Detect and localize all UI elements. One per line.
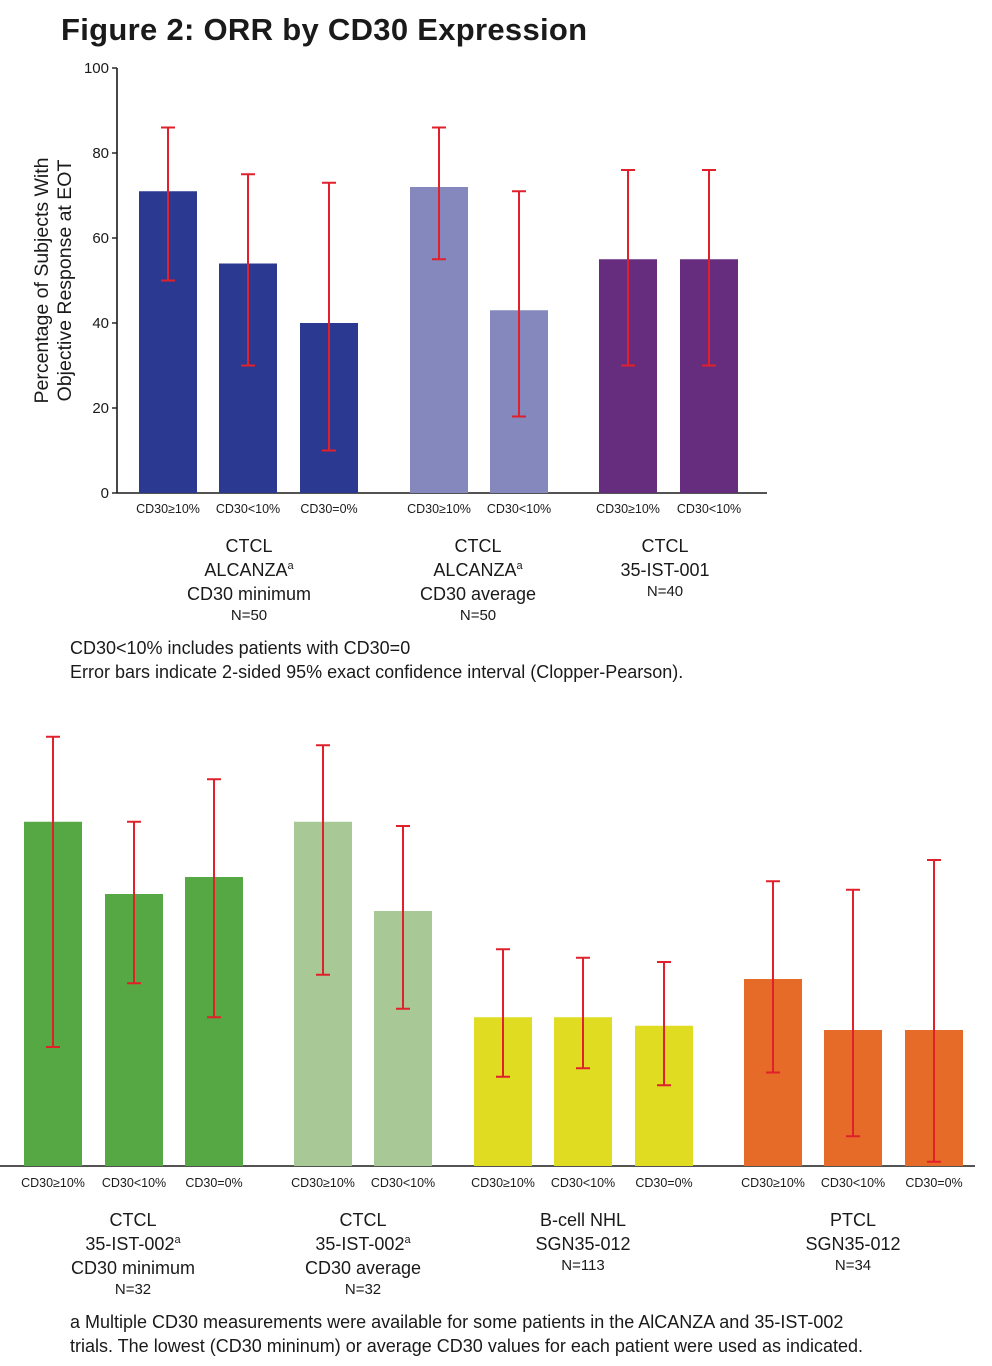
group-n-label: N=50 bbox=[231, 607, 267, 624]
footnote-line-2: trials. The lowest (CD30 mininum) or ave… bbox=[70, 1336, 864, 1356]
group-label: B-cell NHL bbox=[540, 1210, 626, 1230]
group-label: CD30 minimum bbox=[71, 1258, 195, 1278]
group-n-label: N=32 bbox=[345, 1281, 381, 1298]
superscript-a: a bbox=[516, 560, 523, 572]
group-n-label: N=34 bbox=[835, 1257, 871, 1274]
group-label: 35-IST-002a bbox=[85, 1234, 181, 1254]
group-label: ALCANZAa bbox=[433, 560, 523, 580]
y-tick-label: 100 bbox=[84, 60, 109, 77]
category-label: CD30<10% bbox=[487, 502, 551, 516]
category-label: CD30≥10% bbox=[741, 1176, 805, 1190]
category-label: CD30<10% bbox=[371, 1176, 435, 1190]
group-n-label: N=32 bbox=[115, 1281, 151, 1298]
group-label: 35-IST-001 bbox=[620, 560, 709, 580]
group-n-label: N=50 bbox=[460, 607, 496, 624]
category-label: CD30=0% bbox=[635, 1176, 692, 1190]
y-tick-label: 20 bbox=[92, 400, 109, 417]
bottom-panel: CD30≥10% CD30<10% CD30=0% CTCL 35-IST-002a CD… bbox=[0, 735, 975, 1298]
category-label: CD30≥10% bbox=[136, 502, 200, 516]
group-n-label: N=113 bbox=[561, 1257, 605, 1274]
category-label: CD30≥10% bbox=[291, 1176, 355, 1190]
category-label: CD30=0% bbox=[185, 1176, 242, 1190]
chart-title: Figure 2: ORR by CD30 Expression bbox=[61, 12, 588, 47]
category-label: CD30<10% bbox=[216, 502, 280, 516]
category-label: CD30<10% bbox=[677, 502, 741, 516]
group-label: CD30 average bbox=[420, 584, 536, 604]
group-label: CTCL bbox=[225, 536, 272, 556]
group-label: PTCL bbox=[830, 1210, 876, 1230]
category-label: CD30=0% bbox=[300, 502, 357, 516]
category-label: CD30<10% bbox=[102, 1176, 166, 1190]
category-label: CD30≥10% bbox=[407, 502, 471, 516]
category-label: CD30≥10% bbox=[471, 1176, 535, 1190]
group-label: SGN35-012 bbox=[535, 1234, 630, 1254]
superscript-a: a bbox=[404, 1234, 411, 1246]
group-label: CTCL bbox=[454, 536, 501, 556]
group-label: 35-IST-002a bbox=[315, 1234, 411, 1254]
note-error-bars: Error bars indicate 2-sided 95% exact co… bbox=[70, 662, 684, 682]
superscript-a: a bbox=[287, 560, 294, 572]
note-cd30-definition: CD30<10% includes patients with CD30=0 bbox=[70, 638, 411, 658]
group-label: ALCANZAa bbox=[204, 560, 294, 580]
category-label: CD30=0% bbox=[905, 1176, 962, 1190]
y-axis-label-line1: Percentage of Subjects With bbox=[31, 157, 53, 403]
y-axis-label-line2: Objective Response at EOT bbox=[54, 160, 76, 402]
group-label: SGN35-012 bbox=[805, 1234, 900, 1254]
group-label: CTCL bbox=[339, 1210, 386, 1230]
group-label: CD30 minimum bbox=[187, 584, 311, 604]
y-tick-label: 40 bbox=[92, 315, 109, 332]
y-tick-label: 80 bbox=[92, 145, 109, 162]
top-panel: 0 20 40 60 80 100 Percentage of Subjects With O… bbox=[31, 60, 767, 624]
category-label: CD30≥10% bbox=[596, 502, 660, 516]
group-label: CTCL bbox=[641, 536, 688, 556]
category-label: CD30≥10% bbox=[21, 1176, 85, 1190]
footnote-line-1: a Multiple CD30 measurements were availa… bbox=[70, 1312, 844, 1332]
category-label: CD30<10% bbox=[821, 1176, 885, 1190]
y-tick-label: 0 bbox=[101, 485, 109, 502]
category-label: CD30<10% bbox=[551, 1176, 615, 1190]
superscript-a: a bbox=[174, 1234, 181, 1246]
group-label: CTCL bbox=[109, 1210, 156, 1230]
group-label: CD30 average bbox=[305, 1258, 421, 1278]
y-tick-label: 60 bbox=[92, 230, 109, 247]
group-n-label: N=40 bbox=[647, 583, 683, 600]
